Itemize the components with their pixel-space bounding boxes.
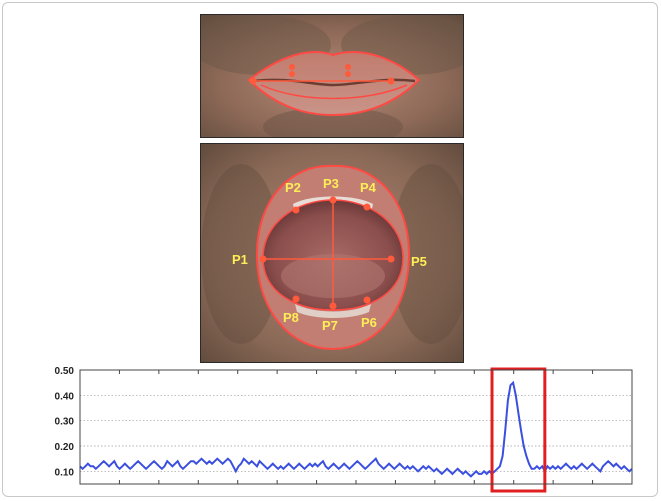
y-tick-label: 0.20 — [55, 442, 75, 453]
chart-x-ticks — [118, 370, 594, 484]
y-tick-label: 0.40 — [55, 391, 75, 402]
landmark-p2 — [292, 206, 300, 214]
y-tick-label: 0.30 — [55, 417, 75, 428]
label-p8: P8 — [283, 310, 299, 325]
label-p7: P7 — [322, 318, 338, 333]
landmark-p3 — [329, 196, 337, 204]
figure-frame — [2, 2, 658, 497]
closed-mouth-landmarks — [249, 64, 395, 85]
landmark-p8 — [292, 295, 300, 303]
chart-svg: 0.10 0.20 0.30 0.40 0.50 — [55, 366, 633, 493]
label-p4: P4 — [360, 180, 377, 195]
highlight-box — [490, 367, 547, 493]
open-mouth-landmarks — [259, 196, 395, 310]
label-p3: P3 — [323, 176, 339, 191]
landmark-p7 — [329, 302, 337, 310]
mouth-ratio-chart: 0.10 0.20 0.30 0.40 0.50 — [40, 362, 658, 498]
landmark-p1 — [259, 255, 267, 263]
label-p6: P6 — [361, 315, 377, 330]
plot-border — [79, 369, 633, 485]
landmark-p6 — [363, 296, 371, 304]
y-tick-label: 0.50 — [55, 366, 75, 377]
label-p2: P2 — [285, 180, 301, 195]
label-p1: P1 — [232, 252, 248, 267]
landmark-p5 — [387, 255, 395, 263]
closed-mouth-photo — [200, 14, 464, 138]
series-line — [79, 380, 633, 478]
chart-y-ticks: 0.10 0.20 0.30 0.40 0.50 — [55, 366, 75, 478]
open-mouth-photo: P1 P2 P3 P4 P5 P6 P7 P8 — [200, 143, 464, 363]
chart-grid — [80, 369, 632, 472]
label-p5: P5 — [411, 254, 427, 269]
y-tick-label: 0.10 — [55, 467, 75, 478]
landmark-p4 — [363, 203, 371, 211]
